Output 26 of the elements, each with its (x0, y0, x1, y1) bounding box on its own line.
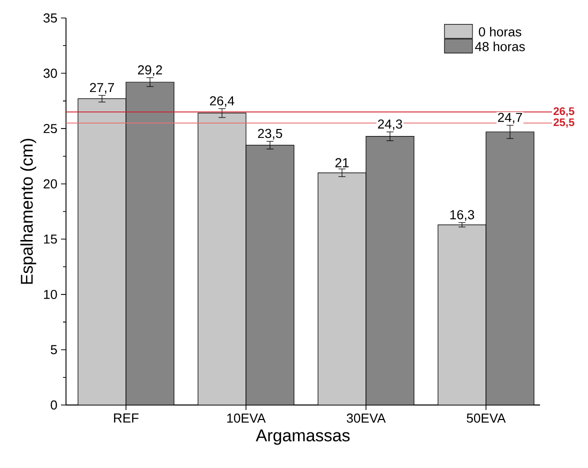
ref-line-label: 26,5 (554, 107, 574, 117)
legend-label: 48 horas (475, 42, 525, 52)
y-tick-label: 10 (44, 290, 57, 300)
ref-line-label: 25,5 (554, 118, 574, 128)
y-tick-label: 35 (44, 13, 57, 23)
y-tick-label: 20 (44, 179, 57, 188)
y-axis-title: Espalhamento (cm) (20, 138, 36, 284)
y-tick-label: 0 (50, 400, 57, 410)
data-label: 16,3 (450, 210, 474, 221)
data-label: 24,7 (498, 112, 522, 124)
data-label: 26,4 (210, 96, 234, 107)
x-tick-label: 30EVA (346, 414, 386, 423)
data-label: 27,7 (90, 82, 114, 94)
y-tick-label: 15 (44, 234, 57, 244)
x-tick-label: 50EVA (466, 414, 506, 423)
y-tick-label: 30 (44, 68, 57, 78)
data-label: 24,3 (378, 119, 402, 130)
data-label: 21 (335, 158, 349, 168)
data-label: 29,2 (138, 65, 162, 76)
legend-label: 0 horas (478, 26, 522, 36)
x-axis-title: Argamassas (256, 430, 350, 445)
y-tick-label: 5 (50, 345, 57, 354)
data-label: 23,5 (258, 128, 282, 140)
x-tick-label: REF (114, 414, 138, 422)
x-tick-label: 10EVA (227, 414, 266, 423)
y-tick-label: 25 (44, 124, 57, 134)
